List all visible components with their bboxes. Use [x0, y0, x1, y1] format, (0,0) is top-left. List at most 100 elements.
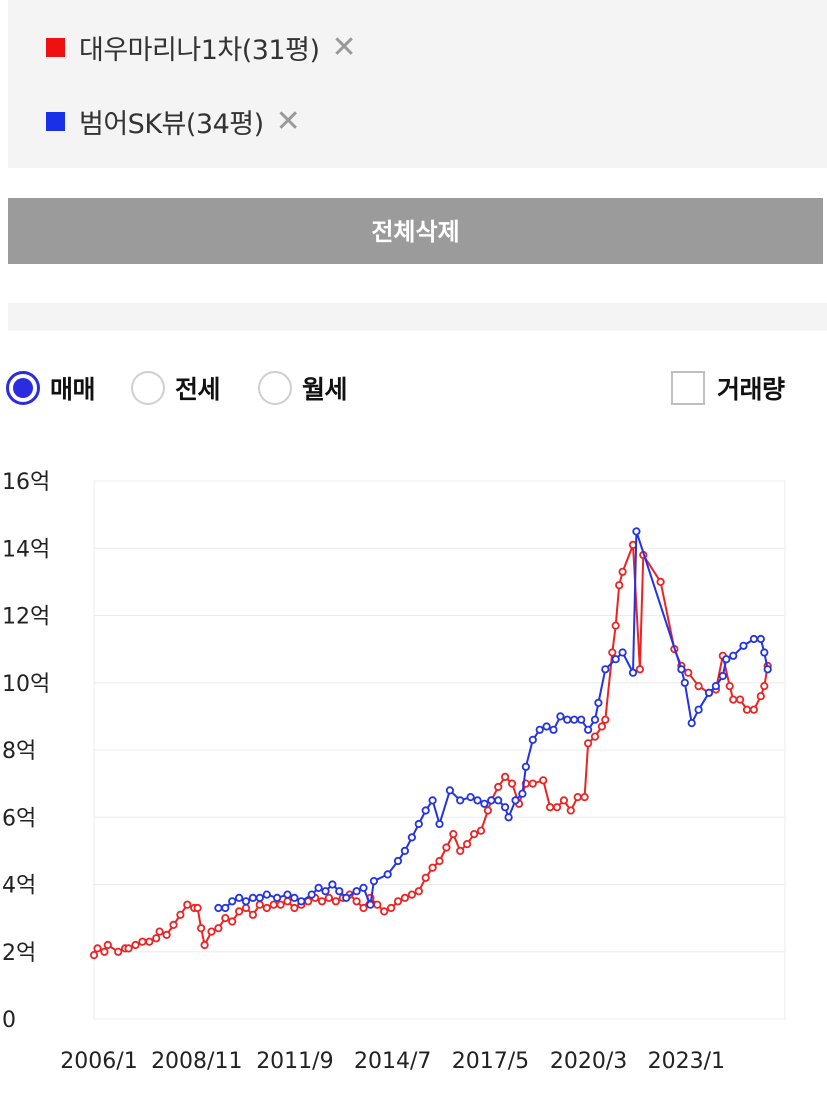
data-point	[539, 776, 548, 785]
data-point	[628, 668, 638, 677]
y-tick-label: 8억	[2, 739, 36, 764]
data-point	[704, 688, 714, 697]
data-point	[241, 903, 251, 913]
data-point	[469, 829, 479, 839]
data-point	[269, 900, 278, 909]
y-tick-label: 6억	[2, 806, 36, 831]
data-point	[380, 907, 389, 916]
data-point	[283, 897, 292, 906]
data-point	[428, 796, 437, 805]
data-point	[152, 934, 161, 943]
data-point	[694, 705, 703, 714]
data-point	[500, 772, 510, 781]
data-point	[583, 725, 593, 734]
data-point	[100, 947, 109, 956]
radio-unselected-icon[interactable]	[131, 371, 165, 405]
data-point	[383, 870, 392, 879]
data-point	[618, 648, 627, 657]
data-point	[528, 735, 537, 744]
data-point	[262, 903, 271, 913]
data-point	[321, 887, 330, 896]
data-point	[421, 873, 430, 882]
data-point	[535, 725, 544, 734]
data-point	[559, 796, 569, 805]
radio-selected-icon[interactable]	[6, 371, 40, 405]
data-point	[511, 796, 520, 805]
data-point	[476, 826, 486, 835]
data-point	[735, 695, 745, 704]
compare-item-beomeo-sk-view: 범어SK뷰(34평) ✕	[46, 102, 301, 141]
data-point	[228, 917, 237, 926]
y-tick-label: 12억	[2, 605, 50, 630]
data-point	[528, 779, 537, 788]
data-point	[545, 803, 555, 812]
data-point	[597, 722, 607, 731]
data-point	[494, 782, 503, 792]
data-point	[566, 806, 575, 815]
compare-item-label: 범어SK뷰(34평)	[79, 109, 264, 140]
data-point	[93, 944, 102, 953]
close-icon[interactable]: ✕	[275, 103, 301, 139]
data-point	[742, 705, 752, 714]
data-point	[176, 910, 185, 919]
data-point	[228, 897, 237, 906]
close-icon[interactable]: ✕	[331, 29, 357, 65]
data-point	[221, 913, 230, 923]
radio-jeonse[interactable]: 전세	[131, 370, 221, 406]
data-point	[656, 577, 665, 586]
data-point	[601, 715, 610, 724]
data-point	[386, 903, 396, 913]
data-point	[504, 813, 513, 822]
volume-checkbox[interactable]: 거래량	[671, 370, 785, 406]
data-point	[590, 732, 600, 741]
data-point	[393, 856, 403, 866]
data-point	[573, 792, 582, 802]
data-point	[456, 796, 465, 805]
data-point	[324, 893, 333, 902]
x-tick-label: 2023/1	[648, 1049, 725, 1074]
data-point	[235, 893, 244, 902]
data-point	[414, 887, 423, 896]
data-point	[328, 880, 337, 889]
data-point	[435, 856, 444, 866]
data-point	[442, 843, 451, 852]
delete-all-button[interactable]: 전체삭제	[8, 198, 823, 264]
radio-unselected-icon[interactable]	[258, 371, 292, 405]
radio-monthly-rent[interactable]: 월세	[258, 370, 348, 406]
data-point	[138, 937, 147, 946]
series-color-swatch-red	[46, 38, 65, 57]
data-point	[563, 715, 572, 724]
data-point	[155, 927, 164, 936]
data-point	[197, 924, 206, 933]
checkbox-icon[interactable]	[671, 371, 705, 405]
data-point	[193, 903, 202, 913]
data-point	[687, 718, 696, 728]
data-point	[169, 920, 178, 929]
data-point	[221, 903, 230, 913]
data-point	[283, 890, 292, 899]
y-tick-label: 10억	[2, 672, 50, 697]
data-point	[400, 893, 409, 902]
data-point	[183, 900, 192, 909]
data-point	[483, 806, 492, 815]
data-point	[103, 940, 112, 950]
x-tick-label: 2020/3	[550, 1049, 627, 1074]
data-point	[352, 897, 361, 906]
data-point	[556, 712, 565, 721]
data-point	[407, 833, 416, 842]
data-point	[507, 779, 517, 788]
data-point	[760, 648, 769, 657]
data-point	[680, 678, 689, 687]
data-point	[462, 839, 472, 849]
data-point	[297, 897, 306, 906]
data-point	[487, 796, 496, 805]
y-tick-label: 14억	[2, 537, 50, 562]
data-point	[542, 722, 551, 731]
radio-monthly-rent-label: 월세	[302, 375, 348, 404]
data-point	[760, 682, 769, 691]
data-point	[729, 651, 738, 660]
data-point	[449, 829, 458, 839]
data-point	[466, 792, 475, 802]
radio-sale[interactable]: 매매	[6, 370, 96, 406]
data-point	[255, 893, 264, 902]
